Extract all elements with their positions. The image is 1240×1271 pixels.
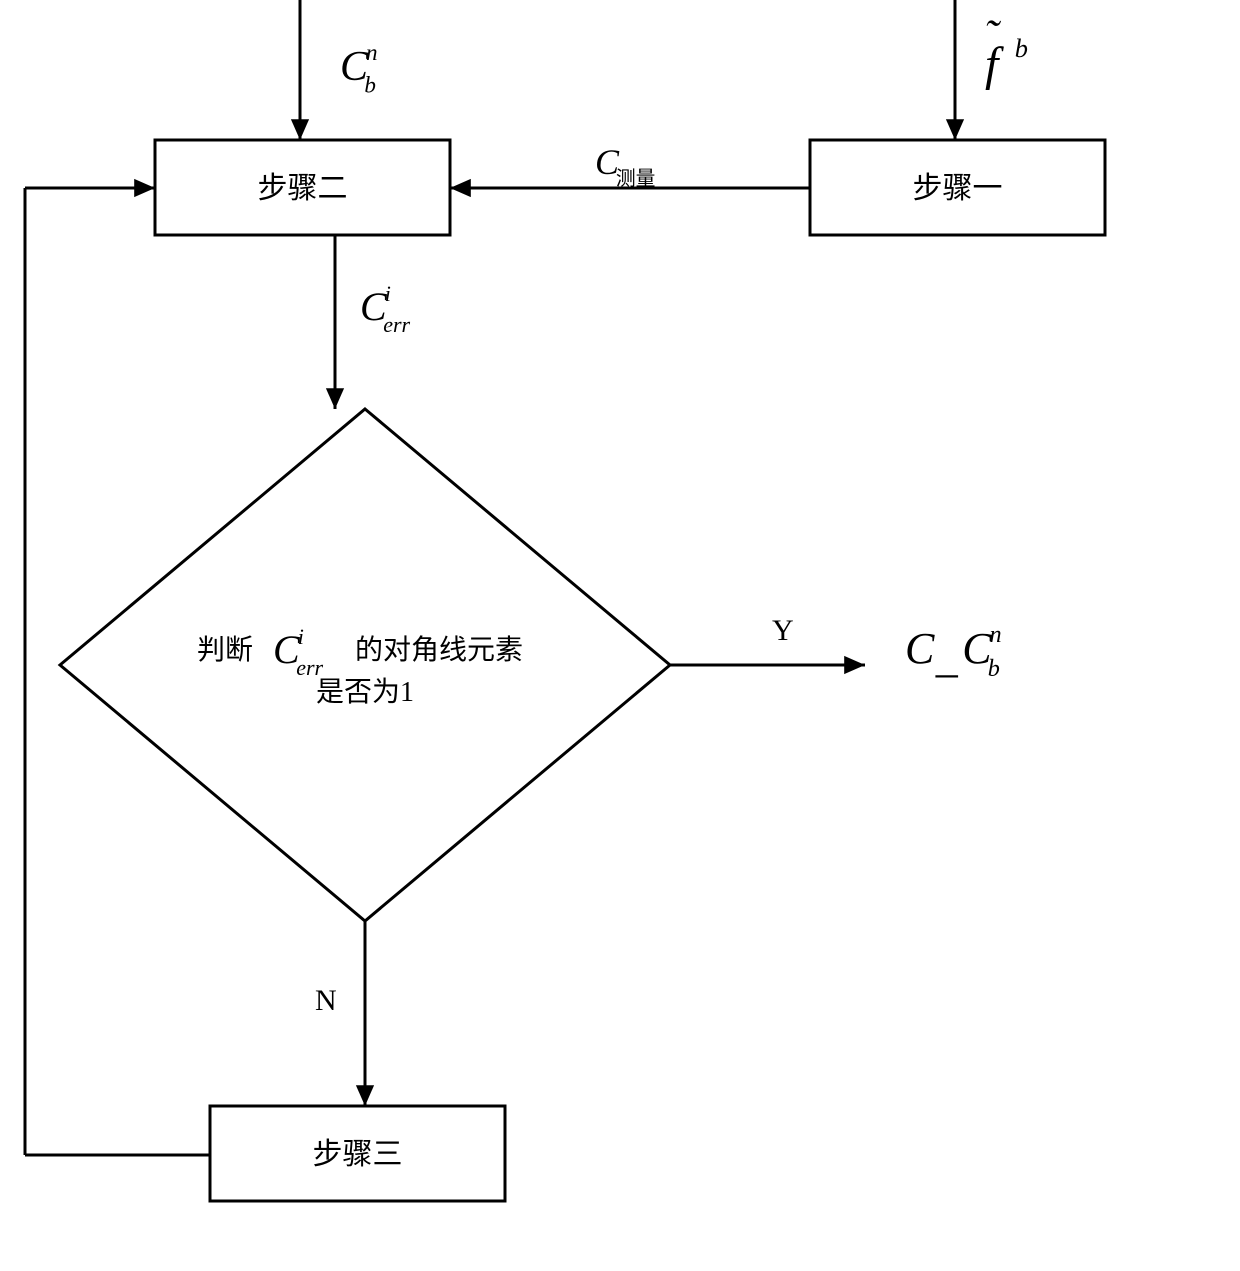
branch-N: N <box>315 984 337 1017</box>
svg-text:i: i <box>298 624 304 649</box>
svg-text:测量: 测量 <box>616 168 656 190</box>
decision-diamond: 判断Cierr的对角线元素是否为1 <box>60 409 670 921</box>
label-Cerr-i: Cierr <box>360 281 411 337</box>
svg-text:n: n <box>366 39 378 65</box>
label-Cnb-in: Cnb <box>340 39 378 98</box>
branch-Y: Y <box>772 614 794 647</box>
step1-box: 步骤一 <box>810 140 1105 235</box>
svg-text:b: b <box>988 655 1000 682</box>
label-C-measure: C测量 <box>595 142 655 190</box>
step3-label: 步骤三 <box>313 1138 403 1171</box>
label-f-tilde-b: f˜b <box>984 13 1028 91</box>
step3-box: 步骤三 <box>210 1106 505 1201</box>
decision-line1-suffix: 的对角线元素 <box>355 634 523 666</box>
svg-text:_: _ <box>935 633 959 682</box>
step2-label: 步骤二 <box>258 172 348 205</box>
svg-text:err: err <box>383 312 410 337</box>
svg-text:˜: ˜ <box>984 13 1002 60</box>
svg-text:b: b <box>1015 33 1028 63</box>
svg-text:C: C <box>905 624 935 673</box>
svg-text:n: n <box>989 621 1001 648</box>
svg-text:b: b <box>364 72 376 98</box>
step2-box: 步骤二 <box>155 140 450 235</box>
decision-line2: 是否为1 <box>316 676 414 708</box>
svg-text:i: i <box>385 281 391 306</box>
label-output-C_Cnb: C_Cnb <box>905 621 1002 682</box>
decision-line1-prefix: 判断 <box>197 634 253 666</box>
step1-label: 步骤一 <box>913 172 1003 205</box>
